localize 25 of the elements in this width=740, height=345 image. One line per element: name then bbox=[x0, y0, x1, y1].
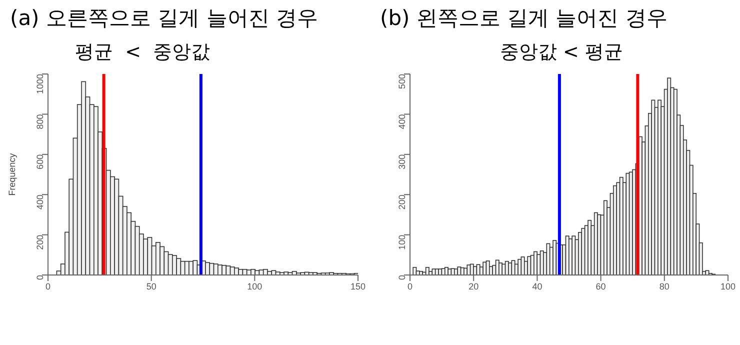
y-tick-label: 300 bbox=[397, 154, 408, 170]
x-tick-label: 100 bbox=[720, 281, 736, 292]
y-tick-label: 600 bbox=[35, 154, 46, 170]
x-tick-label: 80 bbox=[659, 281, 670, 292]
chart-title: (a) 오른쪽으로 길게 늘어진 경우 bbox=[9, 5, 319, 32]
y-axis-title: Frequency bbox=[7, 152, 18, 196]
text: 평균 < 중앙값 bbox=[74, 40, 212, 65]
y-tick-label: 800 bbox=[35, 114, 46, 130]
y-tick-label: 200 bbox=[35, 234, 46, 250]
y-tick-label: 200 bbox=[397, 194, 408, 210]
y-tick-label: 1000 bbox=[35, 74, 46, 94]
x-tick-label: 150 bbox=[350, 281, 366, 292]
y-tick-label: 400 bbox=[35, 194, 46, 210]
y-tick-label: 0 bbox=[35, 275, 46, 280]
x-tick-label: 20 bbox=[468, 281, 479, 292]
chart-title: (b) 왼쪽으로 길게 늘어진 경우 bbox=[379, 5, 668, 32]
text: 중앙값 < 평균 bbox=[499, 40, 624, 65]
x-tick-label: 40 bbox=[532, 281, 542, 292]
y-tick-label: 500 bbox=[397, 74, 408, 90]
x-tick-label: 60 bbox=[596, 281, 606, 292]
x-tick-label: 100 bbox=[247, 281, 262, 292]
y-tick-label: 400 bbox=[397, 114, 408, 130]
y-tick-label: 0 bbox=[397, 275, 408, 280]
x-tick-label: 50 bbox=[146, 281, 156, 292]
y-tick-label: 100 bbox=[397, 234, 408, 250]
